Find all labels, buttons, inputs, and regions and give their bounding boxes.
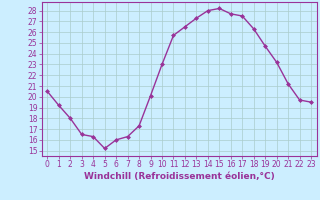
X-axis label: Windchill (Refroidissement éolien,°C): Windchill (Refroidissement éolien,°C): [84, 172, 275, 181]
